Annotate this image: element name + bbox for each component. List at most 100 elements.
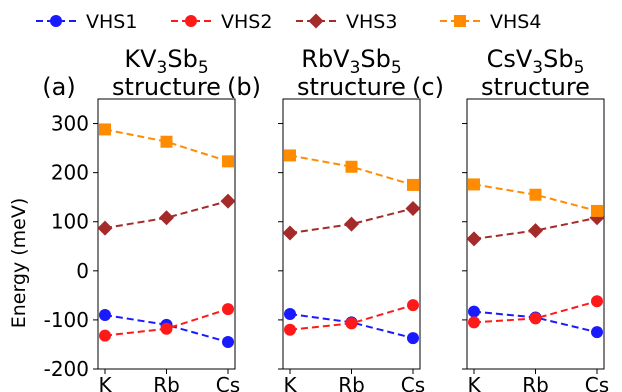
series-vhs4	[468, 178, 603, 217]
data-point	[529, 312, 542, 325]
title-subscript: 5	[574, 58, 585, 78]
legend-label: VHS3	[346, 11, 397, 33]
panel-title-line2: structure	[297, 73, 406, 101]
y-tick-label: 300	[51, 112, 89, 136]
data-point	[159, 210, 174, 226]
series-vhs2	[284, 299, 419, 336]
legend-label: VHS4	[490, 11, 541, 33]
series-line	[289, 313, 414, 340]
data-point	[345, 160, 358, 173]
data-point	[407, 178, 419, 191]
legend-item-vhs2: VHS2	[171, 11, 272, 33]
data-point	[222, 155, 234, 168]
panel-title-line2: structure	[112, 73, 221, 101]
data-point	[468, 316, 480, 329]
panel-label: (a)	[42, 73, 75, 101]
series-vhs3	[466, 210, 605, 247]
legend-item-vhs4: VHS4	[440, 11, 541, 33]
data-point	[591, 326, 603, 339]
data-point	[345, 317, 358, 330]
series-line	[104, 314, 229, 343]
data-point	[284, 308, 296, 321]
series-vhs3	[282, 200, 421, 241]
y-tick-label: 100	[51, 210, 89, 234]
legend: VHS1 VHS2 VHS3 VHS4	[36, 11, 541, 33]
series-line	[104, 128, 229, 163]
y-tick-label: 200	[51, 161, 89, 185]
legend-label: VHS1	[86, 11, 137, 33]
series-line	[104, 200, 229, 230]
title-text: CsV	[487, 45, 533, 73]
data-point	[97, 220, 113, 236]
x-tick-label: K	[283, 373, 297, 392]
data-point	[468, 178, 480, 191]
x-tick-label: Cs	[401, 373, 425, 392]
title-text: Sb	[360, 45, 390, 73]
title-subscript: 5	[198, 58, 209, 78]
panel-label: (c)	[412, 73, 444, 101]
x-tick-label: Rb	[338, 373, 365, 392]
data-point	[344, 216, 359, 232]
title-text: KV	[124, 45, 157, 73]
series-vhs2	[99, 303, 234, 342]
y-tick-label: -200	[44, 357, 89, 381]
x-tick-label: K	[467, 373, 481, 392]
x-tick-label: K	[98, 373, 112, 392]
data-point	[468, 305, 480, 318]
data-point	[591, 295, 603, 308]
panel-title: RbV3Sb5	[301, 45, 401, 78]
panel-label: (b)	[227, 73, 261, 101]
title-subscript: 3	[157, 58, 168, 78]
series-vhs3	[97, 193, 236, 236]
series-vhs2	[468, 295, 603, 329]
data-point	[466, 231, 482, 247]
title-text: Sb	[167, 45, 197, 73]
data-point	[284, 149, 296, 162]
title-subscript: 3	[532, 58, 543, 78]
data-point	[529, 188, 542, 201]
series-line	[289, 207, 414, 235]
data-point	[407, 299, 419, 312]
y-tick-label: -100	[44, 308, 89, 332]
legend-marker	[308, 13, 324, 29]
series-line	[289, 154, 414, 186]
y-tick-label: 0	[76, 259, 89, 283]
title-text: Sb	[543, 45, 573, 73]
legend-marker	[454, 15, 466, 27]
series-vhs4	[99, 123, 234, 168]
title-subscript: 3	[350, 58, 361, 78]
panel-title: CsV3Sb5	[487, 45, 585, 78]
data-point	[220, 193, 236, 209]
x-tick-label: Rb	[522, 373, 549, 392]
title-text: RbV	[301, 45, 350, 73]
x-tick-label: Rb	[153, 373, 180, 392]
data-point	[99, 329, 111, 342]
data-point	[99, 309, 111, 321]
data-point	[222, 336, 234, 348]
data-point	[99, 123, 111, 136]
x-tick-label: Cs	[585, 373, 609, 392]
panel-title: KV3Sb5	[124, 45, 208, 78]
legend-item-vhs1: VHS1	[36, 11, 137, 33]
data-point	[282, 225, 298, 241]
data-point	[222, 303, 234, 316]
legend-marker	[185, 15, 197, 27]
legend-label: VHS2	[221, 11, 272, 33]
x-tick-label: Cs	[216, 373, 240, 392]
data-point	[528, 223, 543, 239]
series-line	[473, 183, 598, 212]
data-point	[591, 204, 603, 217]
title-subscript: 5	[391, 58, 402, 78]
data-point	[407, 332, 419, 345]
panel-title-line2: structure	[481, 73, 590, 101]
data-point	[284, 323, 296, 336]
series-vhs4	[284, 149, 419, 191]
series-line	[473, 216, 598, 240]
data-point	[160, 135, 173, 148]
y-axis-label: Energy (meV)	[8, 198, 30, 329]
